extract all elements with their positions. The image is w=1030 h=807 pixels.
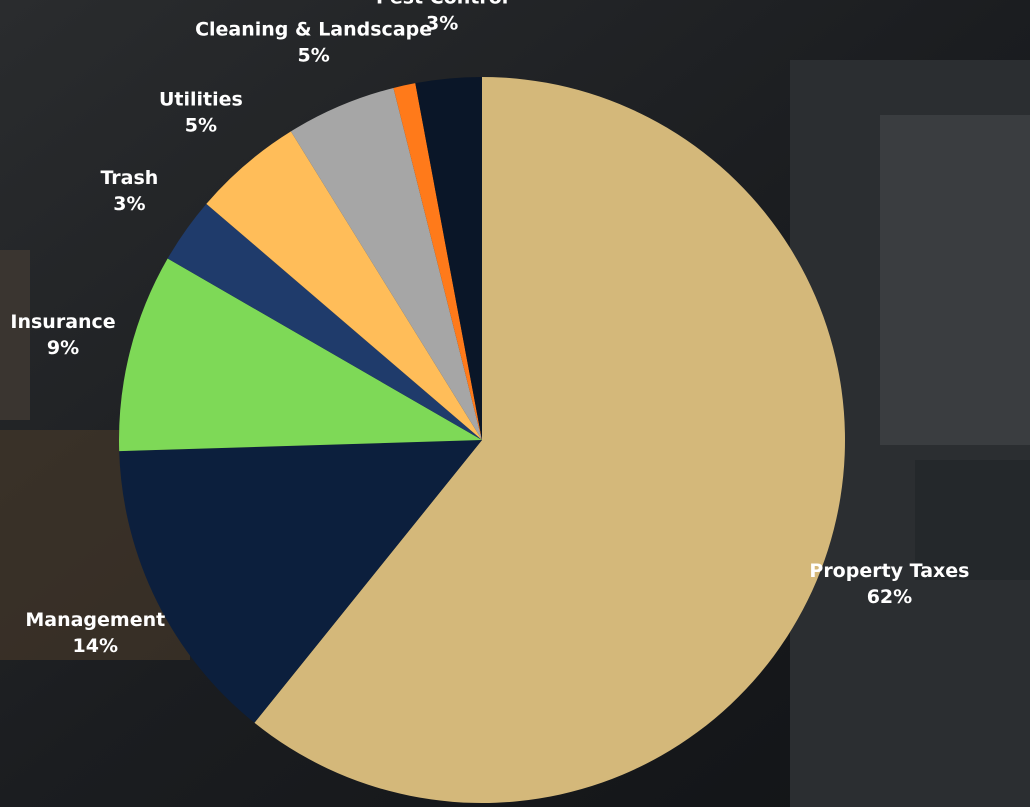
pie-slice xyxy=(119,440,482,723)
slice-value: 14% xyxy=(73,635,118,657)
pie xyxy=(119,77,846,803)
pie-slice xyxy=(119,258,482,452)
slice-value: 62% xyxy=(867,586,912,608)
slice-label: Cleaning & Landscape xyxy=(195,19,432,41)
slice-label: Utilities xyxy=(159,88,243,110)
wall xyxy=(0,250,30,420)
pie-slice xyxy=(415,77,482,440)
slice-label: Pest Control xyxy=(376,0,508,8)
slice-value: 9% xyxy=(47,337,79,359)
slice-value: 5% xyxy=(185,114,217,136)
pie-slice xyxy=(167,203,482,440)
slice-value: 5% xyxy=(297,45,329,67)
pie-slice xyxy=(254,77,846,803)
slice-label: Trash xyxy=(100,167,158,189)
pie-slice xyxy=(290,87,482,440)
slice-label: Management xyxy=(25,609,165,631)
window xyxy=(880,115,1030,445)
slice-label: Insurance xyxy=(10,311,115,333)
pie-slice xyxy=(206,131,483,440)
slice-value: 3% xyxy=(113,193,145,215)
window xyxy=(915,460,1030,580)
slice-label: Property Taxes xyxy=(809,560,969,582)
slice-value: 3% xyxy=(426,12,458,34)
labels: Property Taxes 62% Management 14% Insurance 9… xyxy=(10,0,969,657)
pie-slice xyxy=(393,83,482,441)
